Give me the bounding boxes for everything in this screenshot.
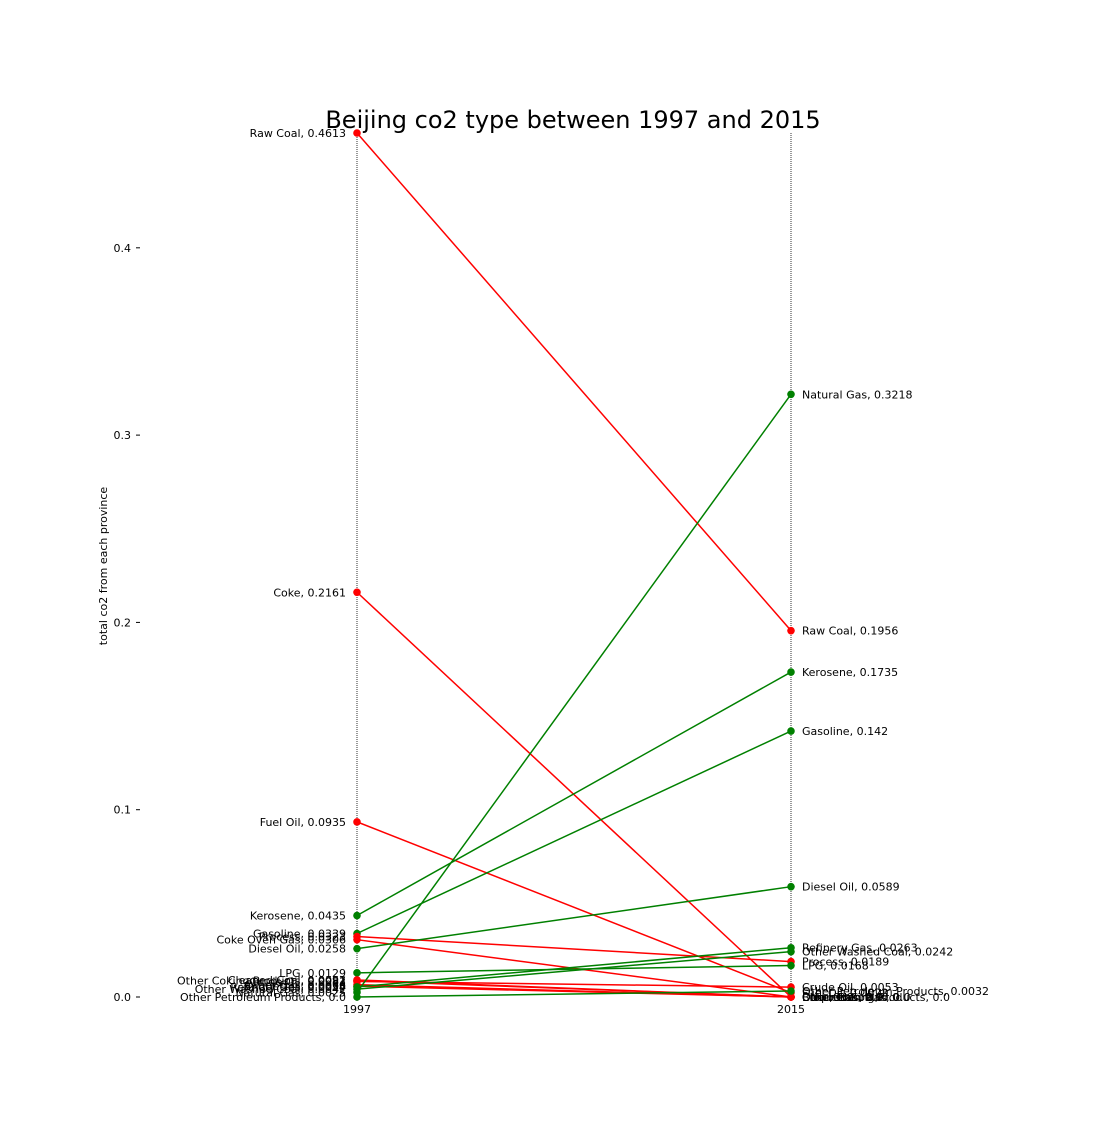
series-line-natural-gas bbox=[356, 393, 792, 993]
series-line-coke-oven-gas bbox=[356, 938, 792, 998]
label-1997-diesel-oil: Diesel Oil, 0.0258 bbox=[248, 943, 346, 956]
series-line-gasoline bbox=[356, 730, 792, 935]
x-axis: 1997 2015 bbox=[343, 997, 805, 1016]
series-line-other-washed-coal bbox=[356, 950, 792, 990]
y-tick-label: 0.3 bbox=[114, 429, 132, 442]
y-axis-label: total co2 from each province bbox=[97, 487, 110, 646]
label-1997-crude-oil: Crude Oil, 0.0083 bbox=[249, 975, 346, 988]
label-1997-cleaned-coal: Cleaned Coal, 0.0091 bbox=[228, 974, 346, 987]
series-line-kerosene bbox=[356, 671, 792, 917]
series-lines bbox=[356, 132, 792, 998]
label-2015-gasoline: Gasoline, 0.142 bbox=[802, 725, 888, 738]
point-1997-diesel-oil bbox=[353, 944, 361, 953]
label-1997-other-gas: Other Gas, 0.0066 bbox=[245, 979, 346, 992]
label-2015-other-coking-products: Other Coking Products, 0.0 bbox=[802, 991, 950, 1004]
label-1997-raw-coal: Raw Coal, 0.4613 bbox=[250, 127, 346, 140]
label-1997-kerosene: Kerosene, 0.0435 bbox=[250, 910, 346, 923]
series-line-briquettes bbox=[356, 985, 792, 998]
label-2015-other-gas: Other Gas, 0.0 bbox=[802, 991, 882, 1004]
label-2015-fuel-oil: Fuel Oil, 0.0023 bbox=[802, 987, 888, 1000]
series-line-lpg bbox=[356, 964, 792, 974]
series-line-diesel-oil bbox=[356, 885, 792, 950]
point-2015-other-washed-coal bbox=[787, 947, 795, 956]
series-points bbox=[353, 129, 795, 1001]
point-1997-fuel-oil bbox=[353, 818, 361, 826]
series-line-other-petroleum-products bbox=[356, 990, 792, 998]
point-2015-lpg bbox=[787, 961, 795, 970]
label-2015-coke-oven-gas: Coke Oven Gas, 0.0 bbox=[802, 991, 911, 1004]
label-1997-process: Process, 0.0323 bbox=[259, 931, 346, 944]
point-1997-lpg bbox=[353, 969, 361, 977]
point-1997-coke bbox=[353, 588, 361, 597]
point-2015-diesel-oil bbox=[787, 882, 795, 891]
label-2015-refinery-gas: Refinery Gas, 0.0263 bbox=[802, 942, 918, 955]
label-1997-gasoline: Gasoline, 0.0339 bbox=[253, 928, 346, 941]
label-2015-crude-oil: Crude Oil, 0.0053 bbox=[802, 981, 899, 994]
label-2015-other-washed-coal: Other Washed Coal, 0.0242 bbox=[802, 946, 953, 959]
series-line-fuel-oil bbox=[356, 821, 792, 994]
label-1997-coke: Coke, 0.2161 bbox=[273, 586, 346, 599]
label-1997-coke-oven-gas: Coke Oven Gas, 0.0306 bbox=[216, 934, 346, 947]
y-tick-label: 0.1 bbox=[114, 804, 132, 817]
label-2015-coke: Coke, 0.0 bbox=[802, 991, 854, 1004]
series-line-refinery-gas bbox=[356, 946, 792, 988]
label-1997-other-coking-products: Other Coking Products, 0.0087 bbox=[177, 975, 346, 988]
x-tick-label: 1997 bbox=[343, 1003, 371, 1016]
point-1997-coke-oven-gas bbox=[353, 935, 361, 944]
label-1997-other-petroleum-products: Other Petroleum Products, 0.0 bbox=[180, 991, 346, 1004]
chart-title: Beijing co2 type between 1997 and 2015 bbox=[325, 106, 820, 134]
year-guides bbox=[356, 133, 792, 997]
series-line-raw-coal bbox=[356, 132, 792, 632]
point-1997-raw-coal bbox=[353, 129, 361, 137]
label-1997-natural-gas: Natural Gas, 0.0025 bbox=[235, 986, 346, 999]
point-2015-briquettes bbox=[787, 993, 795, 1001]
label-1997-fuel-oil: Fuel Oil, 0.0935 bbox=[260, 816, 346, 829]
label-2015-natural-gas: Natural Gas, 0.3218 bbox=[802, 388, 913, 401]
label-2015-briquettes: Briquettes, 0.0 bbox=[802, 991, 883, 1004]
label-1997-briquettes: Briquettes, 0.0058 bbox=[244, 980, 346, 993]
label-2015-kerosene: Kerosene, 0.1735 bbox=[802, 666, 898, 679]
label-2015-other-petroleum-products: Other Petroleum Products, 0.0032 bbox=[802, 985, 989, 998]
label-2015-raw-coal: Raw Coal, 0.1956 bbox=[802, 625, 898, 638]
label-1997-lpg: LPG, 0.0129 bbox=[279, 967, 346, 980]
point-2015-other-petroleum-products bbox=[787, 987, 795, 995]
point-2015-natural-gas bbox=[787, 390, 795, 399]
x-tick-label: 2015 bbox=[777, 1003, 805, 1016]
point-2015-kerosene bbox=[787, 668, 795, 676]
y-tick-label: 0.4 bbox=[114, 242, 132, 255]
label-1997-other-washed-coal: Other Washed Coal, 0.0042 bbox=[195, 983, 346, 996]
point-2015-raw-coal bbox=[787, 626, 795, 635]
label-2015-process: Process, 0.0189 bbox=[802, 956, 889, 969]
y-tick-label: 0.0 bbox=[114, 991, 132, 1004]
point-1997-other-petroleum-products bbox=[353, 993, 361, 1001]
y-tick-label: 0.2 bbox=[114, 616, 132, 629]
label-2015-cleaned-coal: Cleaned Coal, 0.0 bbox=[802, 991, 899, 1004]
point-labels: Raw Coal, 0.4613 Raw Coal, 0.1956 Coke, 0.… bbox=[177, 127, 989, 1004]
label-2015-diesel-oil: Diesel Oil, 0.0589 bbox=[802, 881, 900, 894]
label-1997-refinery-gas: Refinery Gas, 0.0054 bbox=[230, 981, 346, 994]
y-axis: 0.0 0.1 0.2 0.3 0.4 bbox=[114, 242, 140, 1004]
label-2015-lpg: LPG, 0.0168 bbox=[802, 960, 869, 973]
point-1997-kerosene bbox=[353, 911, 361, 920]
point-2015-gasoline bbox=[787, 727, 795, 735]
